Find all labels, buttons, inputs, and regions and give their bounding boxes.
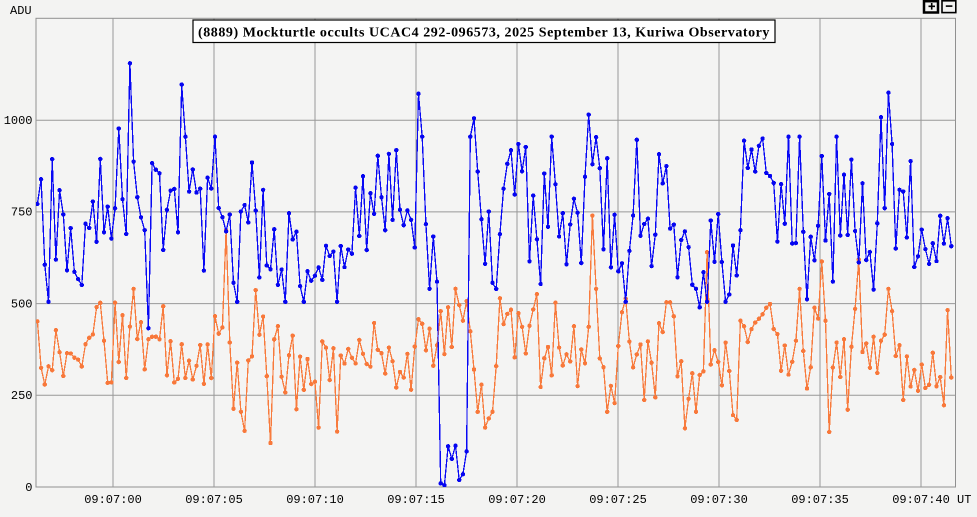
svg-text:1000: 1000 [4, 114, 33, 128]
svg-text:09:07:35: 09:07:35 [791, 493, 849, 507]
svg-text:09:07:15: 09:07:15 [387, 493, 445, 507]
svg-text:09:07:05: 09:07:05 [185, 493, 243, 507]
svg-text:09:07:30: 09:07:30 [690, 493, 748, 507]
svg-text:09:07:20: 09:07:20 [488, 493, 546, 507]
svg-text:09:07:40: 09:07:40 [892, 493, 950, 507]
svg-text:ADU: ADU [10, 4, 32, 18]
svg-text:500: 500 [11, 297, 33, 311]
svg-text:750: 750 [11, 206, 33, 220]
svg-text:UT: UT [957, 493, 971, 507]
svg-text:(8889) Mockturtle occults UCAC: (8889) Mockturtle occults UCAC4 292-0965… [198, 26, 770, 41]
svg-text:09:07:10: 09:07:10 [286, 493, 344, 507]
svg-text:09:07:00: 09:07:00 [84, 493, 142, 507]
svg-text:0: 0 [25, 481, 32, 495]
svg-text:250: 250 [11, 389, 33, 403]
svg-text:09:07:25: 09:07:25 [589, 493, 647, 507]
